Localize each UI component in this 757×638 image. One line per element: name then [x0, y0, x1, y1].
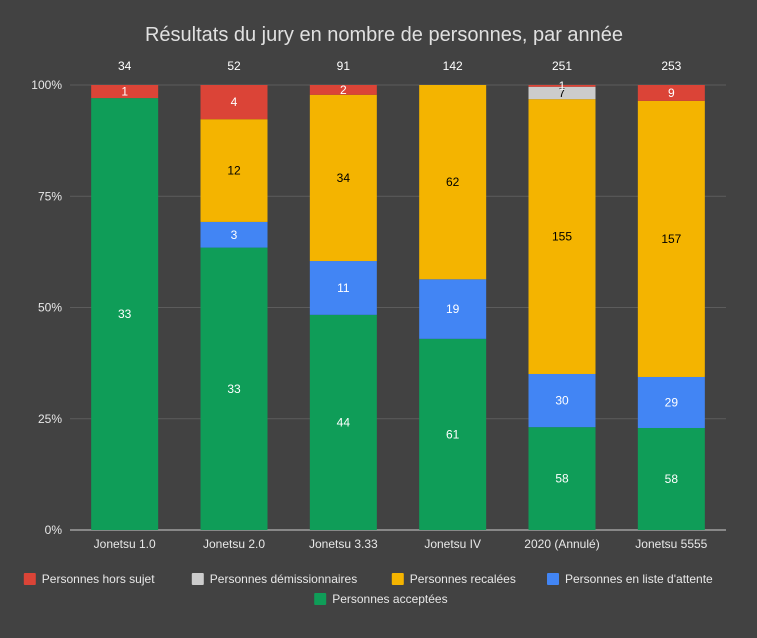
bar-segment	[419, 85, 487, 280]
x-tick-label: Jonetsu IV	[424, 537, 481, 551]
x-tick-label: Jonetsu 2.0	[203, 537, 265, 551]
legend-swatch	[191, 573, 204, 585]
data-label: 3	[231, 228, 238, 242]
bar-segment	[309, 314, 377, 530]
bar-segment	[91, 85, 159, 99]
y-tick-label: 0%	[45, 523, 63, 537]
data-label: 30	[555, 394, 569, 408]
y-tick-label: 25%	[38, 412, 62, 426]
legend-swatch	[314, 593, 327, 605]
data-label: 33	[118, 307, 132, 321]
x-tick-label: Jonetsu 1.0	[94, 537, 156, 551]
data-label: 2	[340, 83, 347, 97]
data-label: 1	[121, 85, 128, 99]
bar-segment	[528, 373, 596, 428]
bar-segment	[200, 221, 268, 248]
bar-segment	[419, 279, 487, 339]
bar-segment	[200, 119, 268, 222]
data-label: 9	[668, 86, 675, 100]
bar-total-label: 251	[552, 59, 572, 73]
legend: Personnes hors sujet Personnes démissionn…	[23, 572, 713, 606]
data-label: 58	[555, 472, 569, 486]
bar-segment	[637, 376, 705, 428]
data-label: 61	[446, 427, 460, 441]
bar-total-label: 91	[337, 59, 351, 73]
bar-totals: 34 52 91 142 251 253	[118, 59, 682, 73]
chart-title: Résultats du jury en nombre de personnes…	[145, 24, 623, 46]
y-tick-label: 100%	[31, 78, 62, 92]
bar-total-label: 253	[661, 59, 681, 73]
gridlines	[70, 84, 726, 531]
y-axis-ticks: 0% 25% 50% 75% 100%	[31, 78, 62, 537]
legend-swatch	[547, 573, 559, 585]
bar-total-label: 142	[443, 59, 463, 73]
data-label: 58	[665, 472, 679, 486]
bar-total-label: 52	[227, 59, 241, 73]
data-label: 4	[231, 95, 238, 109]
bar-segment	[200, 85, 268, 120]
bar-segment	[637, 100, 705, 377]
bar-segment	[637, 85, 705, 101]
y-tick-label: 75%	[38, 189, 62, 203]
data-label: 155	[552, 230, 572, 244]
data-label: 29	[665, 395, 679, 409]
data-label: 19	[446, 302, 460, 316]
bar-segment	[528, 85, 596, 87]
legend-swatch	[391, 573, 404, 585]
legend-label: Personnes en liste d'attente	[565, 572, 713, 586]
data-label: 33	[227, 382, 241, 396]
x-tick-label: Jonetsu 5555	[635, 537, 707, 551]
data-label: 62	[446, 175, 460, 189]
bar-total-label: 34	[118, 59, 132, 73]
bar-segment	[637, 427, 705, 530]
bar-segment	[309, 85, 377, 95]
data-label: 44	[337, 415, 351, 429]
bar-segment	[91, 98, 159, 531]
x-tick-label: Jonetsu 3.33	[309, 537, 378, 551]
x-tick-label: 2020 (Annulé)	[524, 537, 599, 551]
legend-label: Personnes démissionnaires	[210, 572, 357, 586]
bar-segment	[528, 99, 596, 374]
data-label: 1	[559, 79, 566, 93]
bars	[91, 85, 705, 531]
x-axis-ticks: Jonetsu 1.0 Jonetsu 2.0 Jonetsu 3.33 Jonets…	[94, 537, 708, 551]
bar-segment	[309, 94, 377, 262]
legend-label: Personnes acceptées	[332, 592, 447, 606]
legend-label: Personnes recalées	[410, 572, 516, 586]
bar-segment	[200, 247, 268, 530]
bar-segment	[528, 86, 596, 100]
legend-label: Personnes hors sujet	[42, 572, 155, 586]
data-label: 7	[559, 86, 566, 100]
y-tick-label: 50%	[38, 301, 62, 315]
bar-segment	[419, 338, 487, 530]
data-label: 11	[337, 281, 350, 295]
bar-segment	[528, 427, 596, 530]
data-label: 34	[337, 171, 351, 185]
data-label: 157	[661, 232, 681, 246]
data-label: 12	[227, 164, 241, 178]
legend-swatch	[23, 573, 36, 585]
bar-segment	[309, 261, 377, 315]
